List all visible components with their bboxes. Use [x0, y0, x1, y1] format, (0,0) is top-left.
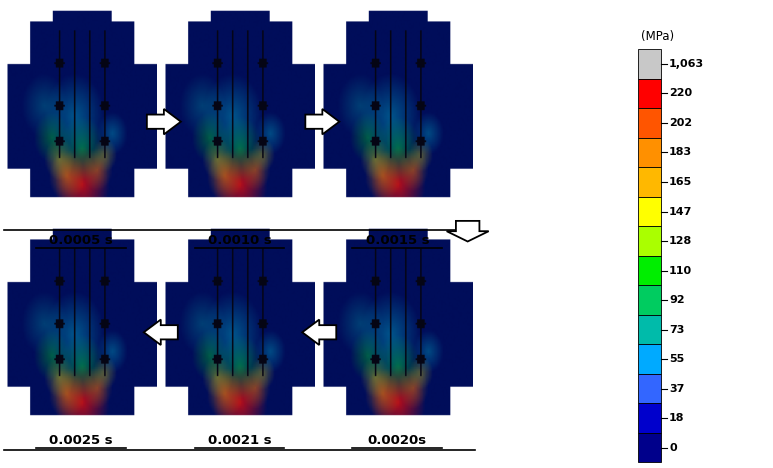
Text: 1,063: 1,063 — [669, 59, 704, 69]
Bar — [638, 433, 661, 462]
Bar — [638, 374, 661, 403]
Text: 0.0020s: 0.0020s — [368, 434, 427, 447]
Bar — [638, 79, 661, 108]
Bar — [638, 108, 661, 138]
Text: 73: 73 — [669, 325, 684, 335]
Text: 0.0005 s: 0.0005 s — [49, 234, 113, 247]
Polygon shape — [305, 109, 339, 134]
Text: 0.0025 s: 0.0025 s — [49, 434, 113, 447]
Bar — [638, 138, 661, 167]
Text: 183: 183 — [669, 147, 692, 157]
Text: 128: 128 — [669, 236, 693, 246]
Text: 110: 110 — [669, 265, 692, 276]
Text: 92: 92 — [669, 295, 685, 305]
Bar — [638, 226, 661, 256]
Text: 165: 165 — [669, 177, 693, 187]
Text: (MPa): (MPa) — [641, 30, 674, 44]
Polygon shape — [302, 320, 336, 345]
Bar — [638, 167, 661, 197]
Text: 0.0021 s: 0.0021 s — [208, 434, 271, 447]
Text: 0: 0 — [669, 443, 676, 453]
Text: 18: 18 — [669, 413, 685, 423]
Bar — [638, 315, 661, 344]
Bar — [638, 344, 661, 374]
Bar — [638, 49, 661, 79]
Bar — [638, 256, 661, 285]
Text: 147: 147 — [669, 206, 693, 217]
Polygon shape — [147, 109, 181, 134]
Polygon shape — [447, 221, 489, 241]
Polygon shape — [144, 320, 178, 345]
Text: 37: 37 — [669, 384, 684, 394]
Text: 0.0015 s: 0.0015 s — [366, 234, 429, 247]
Bar — [638, 285, 661, 315]
Text: 220: 220 — [669, 88, 692, 98]
Text: 202: 202 — [669, 118, 692, 128]
Text: 55: 55 — [669, 354, 684, 364]
Bar — [638, 197, 661, 226]
Bar — [638, 403, 661, 433]
Text: 0.0010 s: 0.0010 s — [208, 234, 271, 247]
